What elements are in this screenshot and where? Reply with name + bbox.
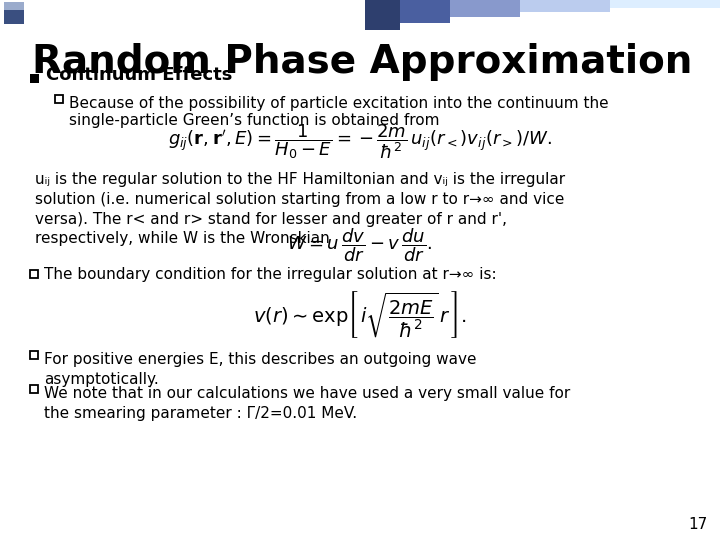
FancyBboxPatch shape bbox=[4, 4, 24, 24]
FancyBboxPatch shape bbox=[610, 0, 720, 8]
Text: Because of the possibility of particle excitation into the continuum the
single-: Because of the possibility of particle e… bbox=[69, 96, 608, 129]
FancyBboxPatch shape bbox=[4, 2, 24, 10]
Text: Continuum Effects: Continuum Effects bbox=[46, 66, 233, 84]
FancyBboxPatch shape bbox=[450, 0, 520, 17]
Text: We note that in our calculations we have used a very small value for
the smearin: We note that in our calculations we have… bbox=[44, 386, 570, 421]
FancyBboxPatch shape bbox=[30, 74, 39, 83]
Text: For positive energies E, this describes an outgoing wave
asymptotically.: For positive energies E, this describes … bbox=[44, 352, 477, 387]
FancyBboxPatch shape bbox=[365, 0, 400, 30]
Text: $W = u\,\dfrac{dv}{dr} - v\,\dfrac{du}{dr}.$: $W = u\,\dfrac{dv}{dr} - v\,\dfrac{du}{d… bbox=[287, 226, 433, 264]
Text: uᵢⱼ is the regular solution to the HF Hamiltonian and vᵢⱼ is the irregular
solut: uᵢⱼ is the regular solution to the HF Ha… bbox=[35, 172, 565, 246]
Text: The boundary condition for the irregular solution at r→∞ is:: The boundary condition for the irregular… bbox=[44, 267, 497, 281]
Text: 17: 17 bbox=[689, 517, 708, 532]
Text: $v(r)\sim\exp\!\left[\,i\sqrt{\dfrac{2mE}{\hbar^2}}\,r\,\right].$: $v(r)\sim\exp\!\left[\,i\sqrt{\dfrac{2mE… bbox=[253, 289, 467, 340]
Text: Random Phase Approximation: Random Phase Approximation bbox=[32, 43, 693, 81]
Text: $g_{ij}(\mathbf{r},\mathbf{r}',E)=\dfrac{1}{H_0-E}=-\dfrac{2m}{\hbar^2}\,u_{ij}(: $g_{ij}(\mathbf{r},\mathbf{r}',E)=\dfrac… bbox=[168, 123, 552, 161]
FancyBboxPatch shape bbox=[400, 0, 450, 23]
FancyBboxPatch shape bbox=[520, 0, 610, 12]
